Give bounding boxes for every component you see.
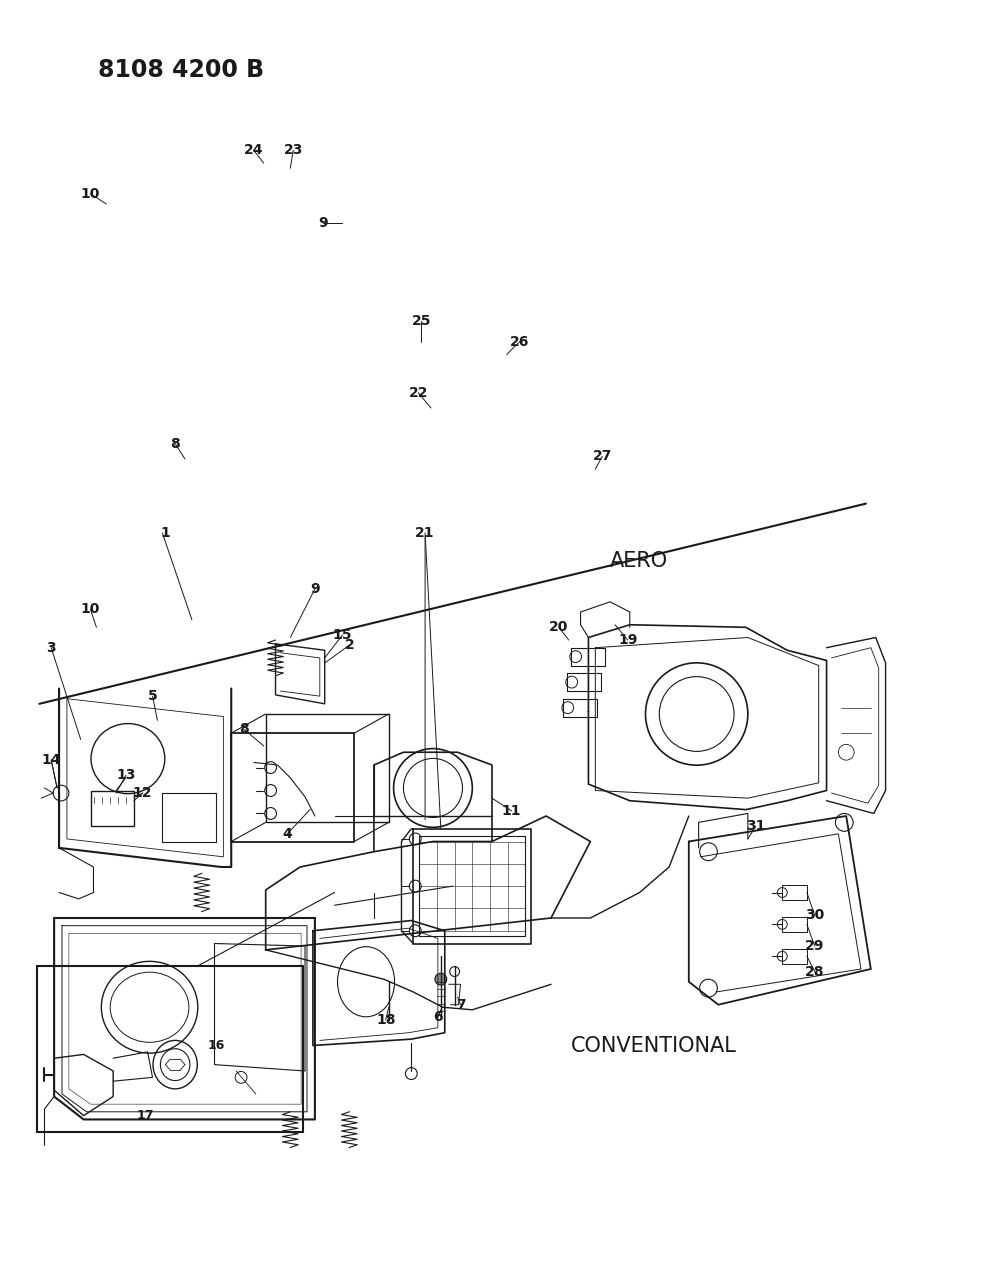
- Text: 26: 26: [510, 335, 529, 348]
- Text: 31: 31: [746, 820, 766, 833]
- Text: 18: 18: [376, 1014, 396, 1026]
- Text: 13: 13: [116, 769, 136, 782]
- Text: 10: 10: [81, 187, 100, 200]
- Text: 1: 1: [160, 527, 170, 539]
- Text: AERO: AERO: [610, 551, 668, 571]
- Text: 25: 25: [411, 315, 431, 328]
- Text: 8: 8: [170, 437, 180, 450]
- Text: 28: 28: [805, 965, 825, 978]
- Text: 9: 9: [310, 583, 320, 595]
- Text: 20: 20: [549, 621, 569, 634]
- Text: 8108 4200 B: 8108 4200 B: [98, 59, 265, 82]
- Text: 29: 29: [805, 940, 825, 952]
- Text: 15: 15: [333, 629, 352, 641]
- Text: 8: 8: [239, 723, 249, 736]
- Text: CONVENTIONAL: CONVENTIONAL: [571, 1035, 737, 1056]
- Text: 17: 17: [137, 1109, 154, 1122]
- Text: 14: 14: [41, 754, 61, 766]
- Text: 23: 23: [283, 144, 303, 157]
- Circle shape: [435, 973, 447, 986]
- Text: 10: 10: [81, 603, 100, 616]
- Bar: [91, 790, 134, 826]
- Bar: [37, 966, 303, 1132]
- Text: 30: 30: [805, 909, 825, 922]
- Text: 16: 16: [208, 1039, 225, 1052]
- Text: 2: 2: [344, 639, 354, 652]
- Text: 22: 22: [408, 386, 428, 399]
- Text: 7: 7: [456, 998, 465, 1011]
- Text: 5: 5: [148, 690, 157, 703]
- Text: 3: 3: [46, 641, 56, 654]
- Text: 19: 19: [618, 634, 638, 646]
- Text: 4: 4: [282, 827, 292, 840]
- Text: 11: 11: [502, 805, 522, 817]
- Text: 24: 24: [244, 144, 264, 157]
- Text: 27: 27: [592, 450, 612, 463]
- Text: 12: 12: [133, 787, 153, 799]
- Text: 6: 6: [433, 1011, 443, 1024]
- Text: 21: 21: [415, 527, 435, 539]
- Text: 9: 9: [318, 217, 328, 230]
